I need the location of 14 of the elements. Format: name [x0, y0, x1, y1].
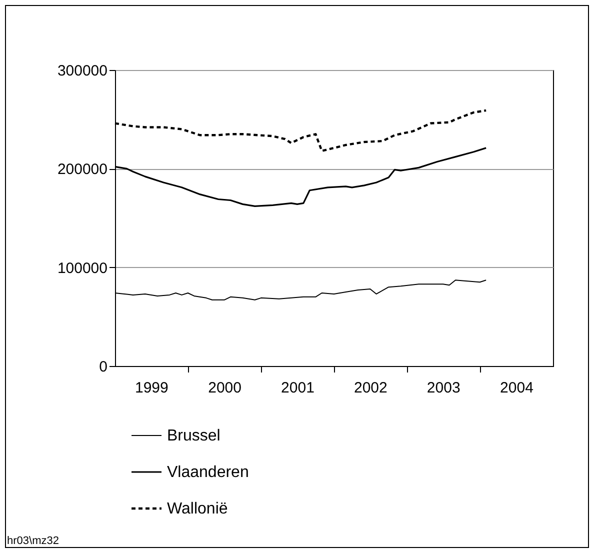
- legend-label: Vlaanderen: [167, 464, 249, 481]
- x-tick-label: 2004: [500, 380, 534, 396]
- y-tick-label: 0: [99, 358, 108, 376]
- y-tick-label: 200000: [57, 161, 108, 178]
- y-tick-label: 300000: [57, 62, 108, 80]
- text: hr03\mz32: [7, 535, 59, 547]
- x-tick-label: 2000: [208, 380, 242, 396]
- y-tick-label: 100000: [57, 260, 108, 277]
- x-tick-label: 1999: [134, 380, 168, 396]
- legend-label: Wallonië: [167, 500, 228, 518]
- x-tick-label: 2001: [281, 380, 314, 396]
- x-tick-label: 2003: [426, 380, 460, 396]
- x-tick-label: 2002: [354, 380, 388, 396]
- legend-label: Brussel: [167, 428, 220, 444]
